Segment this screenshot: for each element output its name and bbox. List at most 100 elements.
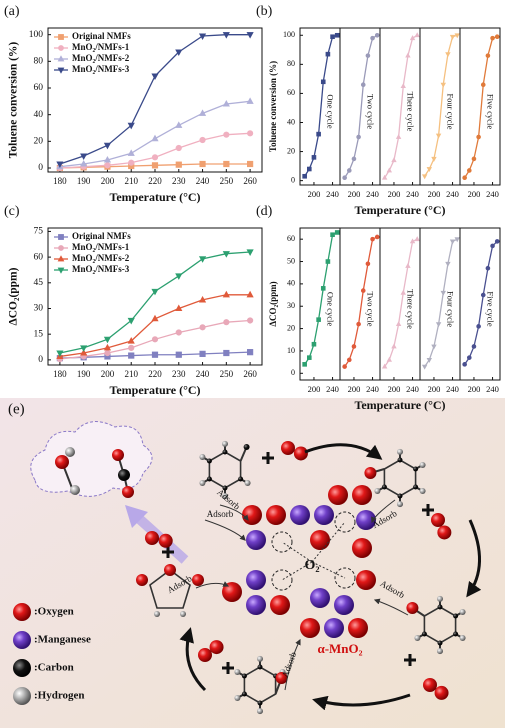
series-label: Five cycle: [486, 94, 496, 129]
atom: [234, 668, 241, 675]
legend-label: Original NMFs: [72, 231, 131, 241]
x-tick-label: 200: [428, 384, 441, 394]
atom: [453, 613, 459, 619]
marker: [320, 286, 326, 291]
atom: [154, 611, 160, 617]
marker: [381, 174, 388, 180]
atom: [374, 488, 381, 495]
legend-marker: [57, 67, 65, 74]
marker: [80, 345, 88, 352]
x-tick-label: 200: [308, 384, 321, 394]
legend-label: Original NMFs: [72, 31, 131, 41]
marker: [222, 251, 230, 258]
series-label: Four cycle: [446, 291, 456, 327]
marker: [151, 314, 159, 322]
y-tick-label: 0: [38, 355, 43, 365]
y-axis-label: ΔCO₂(ppm): [8, 267, 20, 325]
atom: [257, 664, 263, 670]
atom: [13, 659, 31, 677]
marker: [247, 349, 254, 356]
x-tick-label: 240: [446, 189, 459, 199]
x-tick-label: 240: [486, 189, 499, 199]
atom: [199, 480, 206, 487]
atom: [122, 486, 134, 498]
atom: [397, 457, 403, 463]
marker: [467, 355, 472, 360]
panel-label: (a): [4, 4, 20, 19]
marker: [175, 304, 183, 312]
marker: [347, 168, 352, 173]
marker: [307, 355, 312, 360]
marker: [246, 290, 254, 298]
x-tick-label: 210: [124, 176, 138, 186]
atom: [348, 618, 368, 638]
y-tick-label: 80: [287, 59, 295, 68]
adsorb-arrow: [204, 519, 246, 541]
vacancy: [271, 569, 293, 591]
marker: [360, 82, 366, 87]
x-axis-label: Temperature (°C): [109, 383, 200, 397]
atom: [55, 455, 69, 469]
series-label: Five cycle: [486, 291, 496, 326]
atom: [222, 582, 242, 602]
y-tick-label: 60: [34, 252, 44, 262]
marker: [198, 295, 207, 303]
marker: [223, 349, 230, 357]
plus-sign: [262, 452, 274, 464]
plus-sign: [404, 654, 416, 666]
x-tick-label: 220: [148, 369, 162, 379]
adsorb-label: Adsorb: [207, 509, 234, 519]
x-axis-label: Temperature (°C): [354, 203, 445, 217]
series-line: [59, 294, 251, 358]
x-tick-label: 200: [468, 189, 481, 199]
legend-label: :Carbon: [34, 662, 74, 674]
atom: [310, 530, 330, 550]
adsorb-arrow: [373, 598, 409, 616]
marker: [175, 161, 182, 168]
marker: [351, 344, 357, 349]
cycle-arrow: [312, 693, 411, 711]
atom: [112, 449, 124, 461]
x-tick-label: 200: [468, 384, 481, 394]
marker: [316, 317, 321, 322]
marker: [175, 121, 183, 128]
marker: [365, 261, 371, 267]
legend-marker: [58, 245, 64, 251]
marker: [462, 362, 467, 367]
plot-frame: [459, 27, 501, 186]
atom: [397, 493, 403, 499]
series-line: [424, 238, 458, 367]
marker: [334, 230, 340, 235]
atom: [206, 458, 212, 464]
series-label: Four cycle: [446, 93, 456, 129]
atom: [437, 648, 443, 655]
marker: [405, 52, 411, 58]
adsorb-arrow: [195, 581, 230, 589]
atom: [136, 574, 148, 586]
marker: [175, 144, 182, 152]
y-tick-label: 0: [291, 175, 295, 184]
atom: [206, 476, 212, 482]
marker: [471, 156, 477, 162]
series-line: [384, 238, 418, 367]
y-tick-label: 50: [287, 256, 295, 265]
y-tick-label: 60: [287, 88, 295, 97]
legend-label: :Manganese: [34, 634, 91, 646]
atom: [234, 695, 241, 702]
atom: [437, 604, 443, 610]
marker: [449, 34, 456, 40]
x-tick-label: 200: [388, 189, 401, 199]
atom: [199, 453, 206, 460]
y-tick-label: 0: [291, 368, 295, 377]
x-tick-label: 240: [326, 384, 339, 394]
legend-label: :Hydrogen: [34, 690, 85, 702]
atom: [13, 631, 31, 649]
marker: [223, 160, 230, 168]
atom: [406, 602, 419, 614]
marker: [246, 32, 254, 39]
atom: [13, 603, 31, 621]
marker: [421, 364, 428, 370]
x-tick-label: 240: [366, 384, 379, 394]
x-tick-label: 240: [196, 176, 210, 186]
series-label: One cycle: [326, 292, 336, 326]
